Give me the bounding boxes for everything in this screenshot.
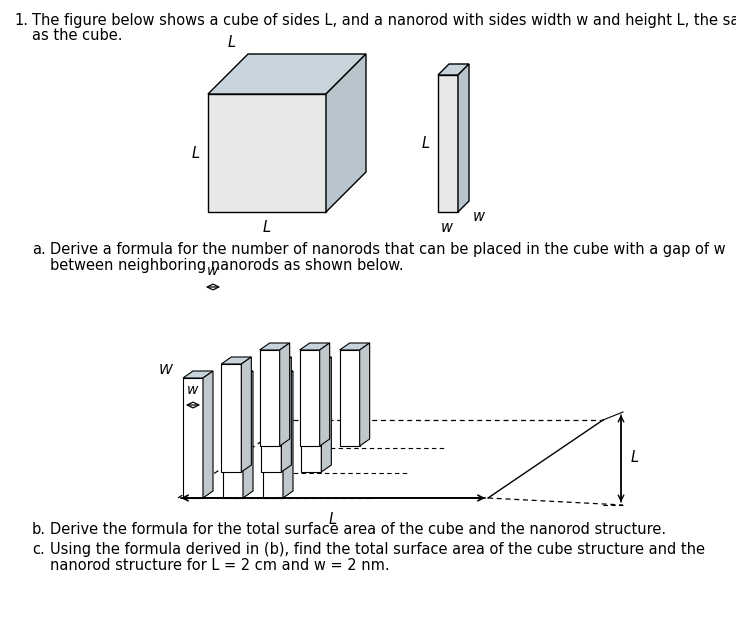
Text: as the cube.: as the cube. — [32, 28, 122, 43]
Polygon shape — [208, 94, 326, 212]
Polygon shape — [261, 364, 281, 472]
Polygon shape — [243, 371, 253, 498]
Polygon shape — [319, 343, 330, 446]
Text: Derive a formula for the number of nanorods that can be placed in the cube with : Derive a formula for the number of nanor… — [50, 242, 726, 257]
Polygon shape — [263, 371, 293, 378]
Text: L: L — [192, 146, 200, 160]
Polygon shape — [260, 350, 280, 446]
Polygon shape — [322, 357, 331, 472]
Text: Using the formula derived in (b), find the total surface area of the cube struct: Using the formula derived in (b), find t… — [50, 542, 705, 557]
Polygon shape — [261, 357, 291, 364]
Polygon shape — [301, 364, 322, 472]
Text: a.: a. — [32, 242, 46, 257]
Polygon shape — [263, 378, 283, 498]
Polygon shape — [260, 343, 290, 350]
Polygon shape — [340, 343, 369, 350]
Text: L: L — [263, 220, 271, 235]
Text: L: L — [228, 35, 236, 50]
Polygon shape — [203, 371, 213, 498]
Polygon shape — [281, 357, 291, 472]
Polygon shape — [222, 364, 241, 472]
Polygon shape — [438, 75, 458, 212]
Polygon shape — [241, 357, 251, 472]
Text: 1.: 1. — [14, 13, 28, 28]
Polygon shape — [360, 343, 369, 446]
Polygon shape — [183, 378, 203, 498]
Polygon shape — [222, 357, 251, 364]
Text: W: W — [158, 363, 172, 377]
Text: nanorod structure for L = 2 cm and w = 2 nm.: nanorod structure for L = 2 cm and w = 2… — [50, 558, 389, 573]
Text: w: w — [208, 264, 219, 278]
Polygon shape — [300, 350, 319, 446]
Polygon shape — [301, 357, 331, 364]
Text: The figure below shows a cube of sides L, and a nanorod with sides width w and h: The figure below shows a cube of sides L… — [32, 13, 736, 28]
Text: L: L — [422, 136, 430, 152]
Polygon shape — [223, 371, 253, 378]
Polygon shape — [280, 343, 290, 446]
Text: c.: c. — [32, 542, 45, 557]
Polygon shape — [340, 350, 360, 446]
Polygon shape — [283, 371, 293, 498]
Polygon shape — [326, 54, 366, 212]
Polygon shape — [208, 54, 366, 94]
Polygon shape — [300, 343, 330, 350]
Polygon shape — [458, 64, 469, 212]
Text: b.: b. — [32, 522, 46, 537]
Text: Derive the formula for the total surface area of the cube and the nanorod struct: Derive the formula for the total surface… — [50, 522, 666, 537]
Polygon shape — [438, 64, 469, 75]
Text: L: L — [631, 450, 639, 465]
Text: w: w — [473, 209, 485, 224]
Text: L: L — [329, 512, 337, 527]
Text: between neighboring nanorods as shown below.: between neighboring nanorods as shown be… — [50, 258, 403, 273]
Polygon shape — [223, 378, 243, 498]
Text: w: w — [441, 220, 453, 235]
Polygon shape — [183, 371, 213, 378]
Text: w: w — [188, 383, 199, 397]
